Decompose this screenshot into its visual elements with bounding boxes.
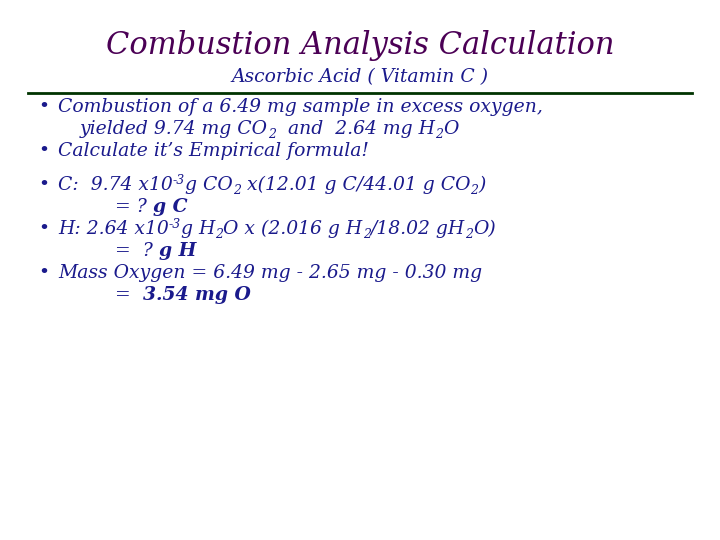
Text: Mass Oxygen = 6.49 mg - 2.65 mg - 0.30 mg: Mass Oxygen = 6.49 mg - 2.65 mg - 0.30 m… — [58, 264, 482, 282]
Text: 2: 2 — [470, 184, 478, 197]
Text: 3.54 mg O: 3.54 mg O — [143, 286, 251, 304]
Text: and  2.64 mg H: and 2.64 mg H — [276, 120, 435, 138]
Text: 2: 2 — [233, 184, 240, 197]
Text: 2: 2 — [363, 228, 371, 241]
Text: •: • — [38, 176, 49, 194]
Text: O): O) — [473, 220, 495, 238]
Text: •: • — [38, 220, 49, 238]
Text: g H: g H — [181, 220, 215, 238]
Text: •: • — [38, 98, 49, 116]
Text: 2: 2 — [465, 228, 473, 241]
Text: •: • — [38, 264, 49, 282]
Text: =: = — [115, 286, 143, 304]
Text: O: O — [443, 120, 459, 138]
Text: ): ) — [478, 176, 485, 194]
Text: Combustion Analysis Calculation: Combustion Analysis Calculation — [106, 30, 614, 61]
Text: 2: 2 — [215, 228, 223, 241]
Text: =  ?: = ? — [115, 242, 158, 260]
Text: Combustion of a 6.49 mg sample in excess oxygen,: Combustion of a 6.49 mg sample in excess… — [58, 98, 543, 116]
Text: -3: -3 — [168, 218, 181, 231]
Text: 2: 2 — [268, 128, 276, 141]
Text: Ascorbic Acid ( Vitamin C ): Ascorbic Acid ( Vitamin C ) — [231, 68, 489, 86]
Text: Calculate it’s Empirical formula!: Calculate it’s Empirical formula! — [58, 142, 369, 160]
Text: /18.02 gH: /18.02 gH — [371, 220, 465, 238]
Text: 2: 2 — [435, 128, 443, 141]
Text: yielded 9.74 mg CO: yielded 9.74 mg CO — [80, 120, 268, 138]
Text: = ?: = ? — [115, 198, 153, 216]
Text: g C: g C — [153, 198, 187, 216]
Text: x(12.01 g C/44.01 g CO: x(12.01 g C/44.01 g CO — [240, 176, 470, 194]
Text: O x (2.016 g H: O x (2.016 g H — [223, 220, 363, 238]
Text: -3: -3 — [173, 174, 185, 187]
Text: C:  9.74 x10: C: 9.74 x10 — [58, 176, 173, 194]
Text: H: 2.64 x10: H: 2.64 x10 — [58, 220, 168, 238]
Text: g CO: g CO — [185, 176, 233, 194]
Text: g H: g H — [158, 242, 196, 260]
Text: •: • — [38, 142, 49, 160]
